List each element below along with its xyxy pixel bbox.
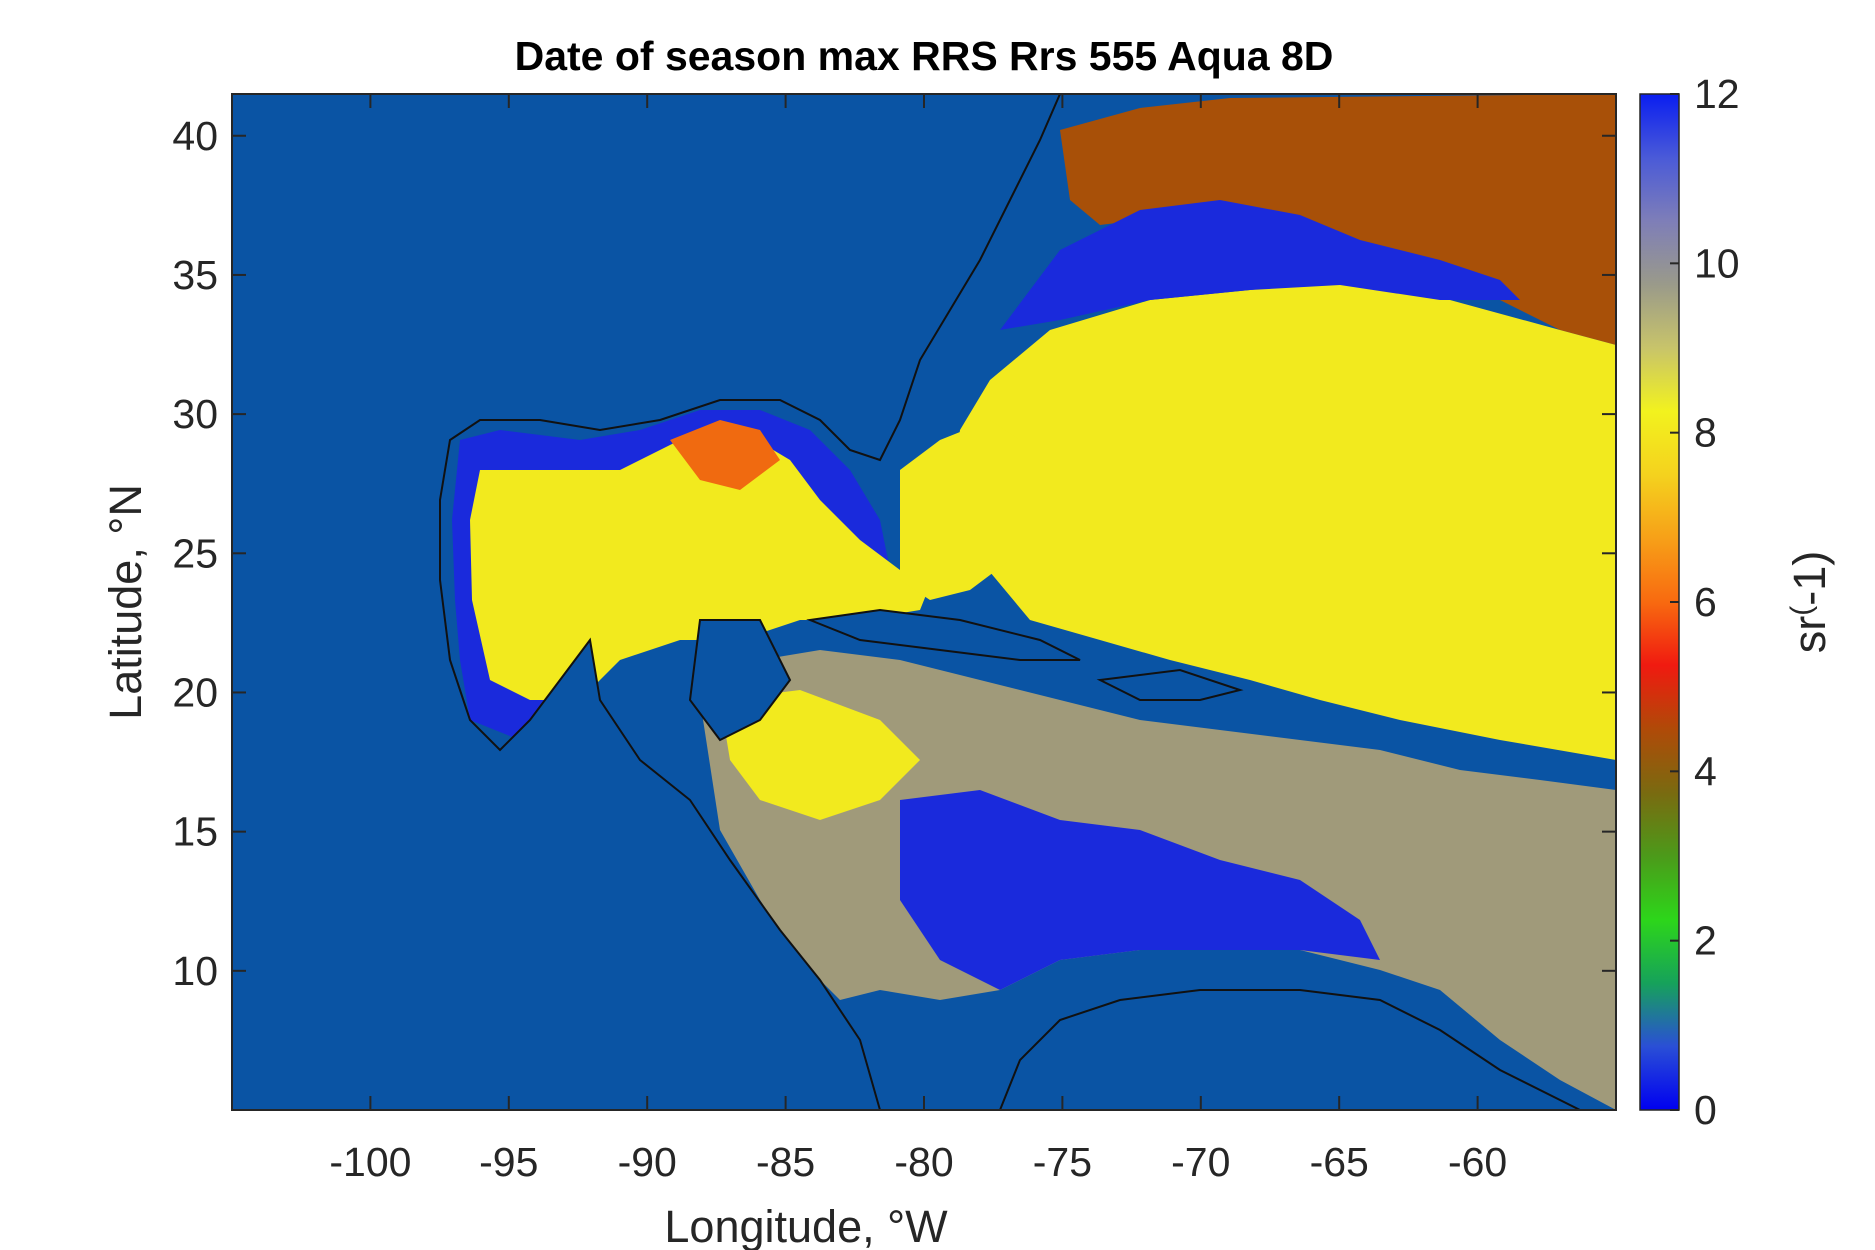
x-tick-label: -100 [329,1139,411,1185]
region-ne-gulf-orange [670,420,780,490]
y-tick-label: 40 [172,113,218,159]
land-south-america [998,989,1581,1110]
land-hispaniola [1096,668,1244,701]
y-axis-label: Latitude, °N [100,484,151,720]
x-axis-ticks: -100 -95 -90 -85 -80 -75 -70 -65 -60 [329,94,1507,1185]
colorbar-tick-label: 4 [1694,748,1717,794]
y-tick-label: 35 [172,252,218,298]
plot-area [232,94,1616,1110]
y-axis-ticks: 10 15 20 25 30 35 40 [172,113,1616,994]
y-tick-label: 30 [172,391,218,437]
y-tick-label: 10 [172,948,218,994]
region-atlantic-blue-band [1000,200,1520,330]
colorbar-label: sr(-1) [1784,551,1835,654]
region-gulf-interior [470,430,940,700]
x-axis-label: Longitude, °W [664,1201,948,1250]
chart-title: Date of season max RRS Rrs 555 Aqua 8D [515,33,1334,79]
region-sargasso-sea [950,280,1616,760]
colorbar-tick-label: 8 [1694,410,1717,456]
land-cuba [806,608,1081,661]
colorbar-tick-label: 0 [1694,1087,1717,1133]
x-tick-label: -90 [618,1139,677,1185]
x-tick-label: -70 [1171,1139,1230,1185]
y-tick-label: 20 [172,669,218,715]
region-florida-bahamas [900,420,1030,600]
region-caribbean-blue [900,790,1380,990]
x-tick-label: -65 [1310,1139,1369,1185]
colorbar-tick-label: 12 [1694,71,1740,117]
land-yucatan [688,619,792,742]
y-tick-label: 15 [172,809,218,855]
x-tick-label: -75 [1033,1139,1092,1185]
x-tick-label: -95 [479,1139,538,1185]
colorbar-tick-label: 2 [1694,918,1717,964]
x-tick-label: -85 [756,1139,815,1185]
region-caribbean-yellow [720,690,920,820]
colorbar-tick-label: 10 [1694,240,1740,286]
y-tick-label: 25 [172,530,218,576]
land-north-america [232,94,1062,1110]
colorbar-ticks: 0 2 4 6 8 10 12 [1670,71,1740,1133]
colorbar-tick-label: 6 [1694,579,1717,625]
x-tick-label: -60 [1448,1139,1507,1185]
x-tick-label: -80 [894,1139,953,1185]
